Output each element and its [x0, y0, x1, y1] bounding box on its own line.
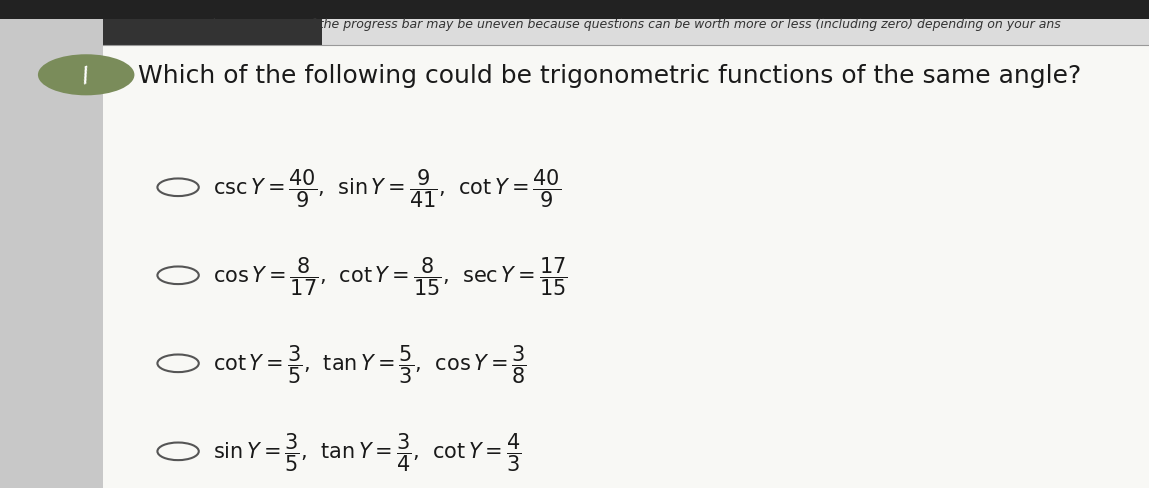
FancyBboxPatch shape	[0, 0, 1149, 20]
Text: /: /	[79, 65, 93, 86]
Text: $\cos Y = \dfrac{8}{17}$,  $\cot Y = \dfrac{8}{15}$,  $\sec Y = \dfrac{17}{15}$: $\cos Y = \dfrac{8}{17}$, $\cot Y = \dfr…	[213, 255, 568, 297]
Circle shape	[38, 55, 134, 96]
Text: $\cot Y = \dfrac{3}{5}$,  $\tan Y = \dfrac{5}{3}$,  $\cos Y = \dfrac{3}{8}$: $\cot Y = \dfrac{3}{5}$, $\tan Y = \dfra…	[213, 343, 526, 385]
Text: $\csc Y = \dfrac{40}{9}$,  $\sin Y = \dfrac{9}{41}$,  $\cot Y = \dfrac{40}{9}$: $\csc Y = \dfrac{40}{9}$, $\sin Y = \dfr…	[213, 167, 561, 209]
FancyBboxPatch shape	[103, 0, 322, 46]
FancyBboxPatch shape	[103, 0, 1149, 46]
Text: The movement of the progress bar may be uneven because questions can be worth mo: The movement of the progress bar may be …	[203, 18, 1061, 31]
Text: $\sin Y = \dfrac{3}{5}$,  $\tan Y = \dfrac{3}{4}$,  $\cot Y = \dfrac{4}{3}$: $\sin Y = \dfrac{3}{5}$, $\tan Y = \dfra…	[213, 430, 522, 472]
FancyBboxPatch shape	[103, 15, 1149, 488]
FancyBboxPatch shape	[0, 0, 103, 488]
Text: Which of the following could be trigonometric functions of the same angle?: Which of the following could be trigonom…	[138, 63, 1081, 88]
